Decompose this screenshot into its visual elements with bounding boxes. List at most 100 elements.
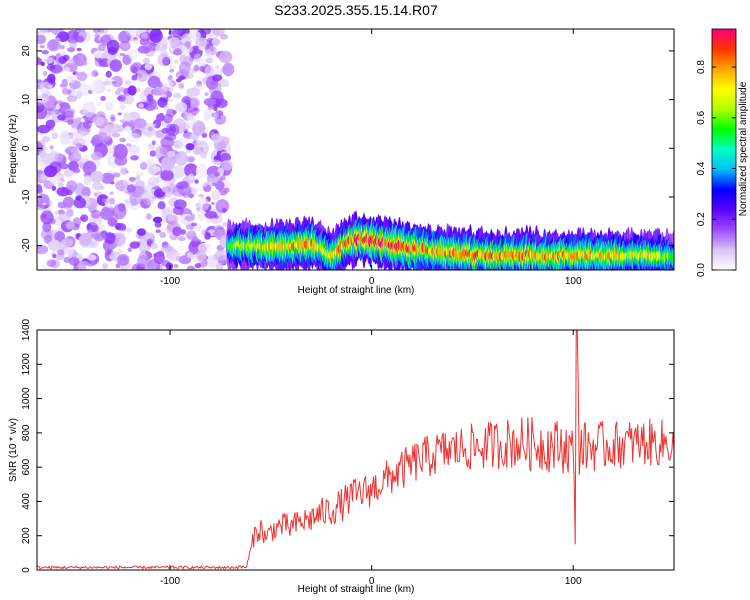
noise-blob [37,169,43,175]
noise-blob [82,160,97,176]
noise-blob [55,104,61,110]
noise-blob [220,67,229,74]
noise-blob [42,202,47,205]
noise-blob [40,173,48,181]
noise-blob [139,249,146,255]
noise-blob [222,62,235,77]
noise-blob [204,49,212,57]
noise-blob [77,130,91,146]
noise-blob [108,147,115,154]
noise-blob [196,210,207,221]
y-tick-label: 1000 [21,387,32,410]
noise-blob [130,155,139,161]
noise-blob [75,233,81,238]
noise-blob [196,207,201,212]
noise-blob [211,190,222,201]
noise-blob [73,197,87,209]
noise-blob [165,262,174,270]
snr-series [37,330,674,570]
noise-blob [63,169,74,177]
noise-blob [59,163,70,170]
noise-blob [51,132,58,140]
noise-blob [157,81,163,88]
noise-blob [53,225,61,231]
noise-blob [126,184,136,193]
noise-blob [175,101,188,113]
noise-blob [70,90,78,97]
noise-blob [48,239,61,252]
noise-blob [120,167,128,175]
noise-blob [129,241,140,249]
noise-blob [63,83,68,88]
noise-blob [44,165,57,178]
noise-blob [167,214,176,222]
noise-blob [109,191,114,195]
spectrogram-y-label: Frequency (Hz) [8,115,19,184]
noise-blob [160,136,174,149]
noise-blob [178,75,186,80]
noise-blob [64,108,76,116]
noise-blob [169,69,174,73]
noise-blob [37,34,47,45]
noise-blob [172,226,183,237]
noise-blob [37,124,51,134]
noise-blob [123,113,133,122]
y-tick-label: 600 [21,458,32,475]
noise-blob [96,101,103,107]
snr-x-ticks: -100 0 100 [160,330,582,587]
noise-blob [184,163,198,178]
noise-blob [40,261,53,270]
noise-blob [165,123,177,136]
noise-blob [199,65,205,72]
noise-blob [101,172,115,184]
noise-blob [68,39,78,49]
noise-blob [157,201,166,210]
x-tick-label: 100 [565,276,582,287]
noise-blob [135,171,144,177]
noise-blob [218,50,233,64]
noise-blob [46,111,52,116]
noise-blob [146,238,153,246]
noise-blob [128,176,136,182]
noise-blob [57,212,71,222]
noise-blob [93,72,99,76]
noise-blob [198,45,205,51]
y-tick-label: 0 [21,567,32,573]
noise-blob [49,150,59,159]
noise-blob [49,145,54,150]
noise-blob [142,57,150,64]
noise-blob [60,188,66,193]
noise-blob [195,163,208,178]
noise-blob [215,180,225,191]
noise-blob [159,231,167,238]
noise-blob [124,29,136,36]
noise-blob [38,29,49,35]
noise-blob [167,86,174,92]
noise-blob [63,246,74,257]
noise-blob [178,61,191,75]
noise-blob [186,252,194,258]
noise-blob [76,117,82,121]
snr-background [37,330,674,570]
noise-blob [67,119,74,125]
colorbar-tick-label: 0.0 [696,263,707,277]
noise-blob [137,254,151,268]
noise-blob [152,216,163,223]
noise-blob [197,197,210,211]
noise-blob [127,144,140,155]
noise-blob [203,109,212,120]
noise-blob [83,120,93,129]
snr-x-label: Height of straight line (km) [298,584,415,595]
snr-line [37,330,674,570]
spectrogram-x-label: Height of straight line (km) [298,285,415,296]
noise-blob [136,228,147,236]
noise-blob [101,198,106,203]
spectrogram-frame [36,28,675,271]
noise-blob [78,232,92,246]
noise-blob [198,193,205,198]
noise-blob [87,229,93,234]
noise-blob [117,112,122,116]
noise-blob [211,38,221,47]
noise-blob [166,150,176,158]
noise-blob [50,29,64,36]
